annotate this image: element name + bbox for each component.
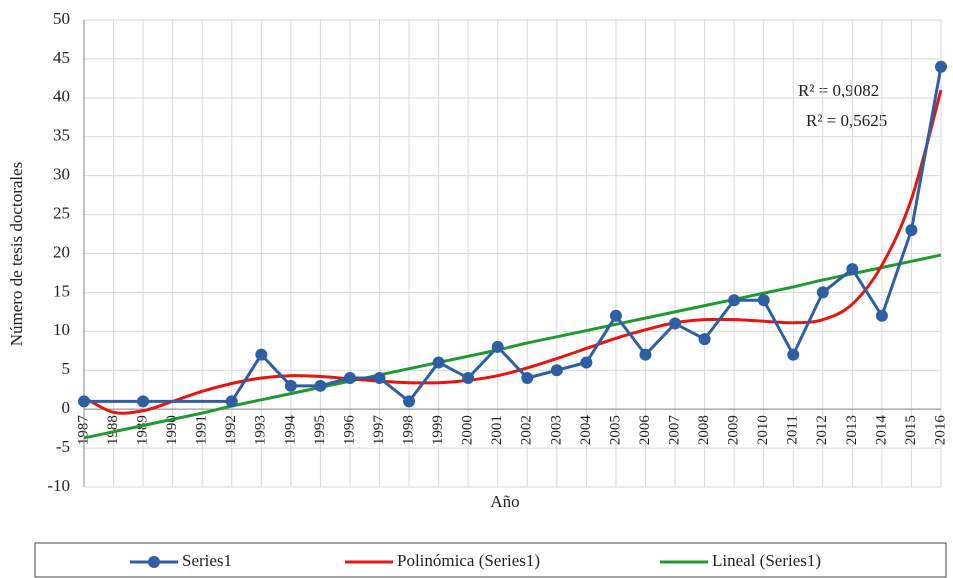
x-tick-label: 2011: [785, 415, 801, 444]
data-point: [432, 356, 445, 369]
x-tick-label: 2009: [726, 415, 742, 445]
x-tick-label: 2004: [578, 415, 594, 446]
y-tick-label: -10: [47, 476, 70, 495]
y-tick-label: 20: [53, 242, 70, 261]
legend-box: [34, 542, 947, 578]
data-point: [137, 395, 150, 408]
data-point: [787, 348, 800, 361]
x-tick-label: 1992: [223, 415, 239, 445]
data-point: [935, 60, 947, 73]
data-point: [757, 294, 770, 307]
data-point: [462, 372, 475, 385]
x-tick-label: 1996: [341, 415, 357, 446]
x-axis-label: Año: [490, 492, 519, 511]
y-tick-label: 45: [53, 48, 70, 67]
data-point: [491, 340, 504, 353]
x-tick-label: 2003: [548, 415, 564, 445]
data-point: [521, 372, 534, 385]
data-point: [343, 372, 356, 385]
series-line: [83, 89, 943, 415]
data-point: [639, 348, 652, 361]
y-tick-label: 30: [53, 165, 70, 184]
x-tick-label: 2010: [755, 415, 771, 445]
data-point: [846, 263, 859, 276]
y-tick-label: 15: [53, 281, 70, 300]
x-tick-label: 2016: [932, 415, 948, 446]
data-point: [403, 395, 416, 408]
annotation: R² = 0,5625: [806, 111, 887, 130]
x-tick-label: 1998: [401, 415, 417, 445]
annotation: R² = 0,9082: [798, 81, 879, 100]
x-tick-label: 1990: [164, 415, 180, 445]
x-tick-label: 1994: [282, 415, 298, 446]
y-tick-label: 50: [53, 9, 70, 28]
data-point: [609, 309, 622, 322]
data-point: [373, 372, 386, 385]
x-tick-label: 1989: [135, 415, 151, 445]
data-point: [255, 348, 268, 361]
y-tick-label: 35: [53, 126, 70, 145]
y-tick-label: 10: [53, 320, 70, 339]
data-point: [905, 224, 918, 237]
x-tick-label: 1997: [371, 415, 387, 446]
x-tick-label: 1991: [194, 415, 210, 445]
x-tick-label: 2012: [814, 415, 830, 445]
data-point: [225, 395, 238, 408]
series-line: [83, 253, 942, 440]
data-point: [550, 364, 563, 377]
y-tick-label: -5: [56, 437, 70, 456]
x-tick-label: 2001: [489, 415, 505, 445]
data-point: [816, 286, 829, 299]
x-tick-label: 2015: [903, 415, 919, 445]
x-tick-label: 1987: [75, 415, 91, 446]
legend-label: Lineal (Series1): [712, 551, 821, 570]
x-tick-label: 2000: [460, 415, 476, 445]
data-point: [314, 379, 327, 392]
data-point: [728, 294, 741, 307]
x-tick-label: 2013: [844, 415, 860, 445]
x-tick-label: 1988: [105, 415, 121, 445]
x-tick-label: 2006: [637, 415, 653, 446]
y-tick-label: 0: [62, 398, 71, 417]
data-point: [875, 309, 888, 322]
x-tick-label: 2002: [519, 415, 535, 445]
x-tick-label: 1999: [430, 415, 446, 445]
data-point: [698, 333, 711, 346]
legend-label: Polinómica (Series1): [397, 551, 540, 570]
x-tick-label: 2005: [607, 415, 623, 445]
data-point: [78, 395, 90, 408]
legend-marker: [148, 556, 160, 568]
x-tick-label: 1995: [312, 415, 328, 445]
y-axis-label: Número de tesis doctorales: [7, 162, 26, 347]
data-point: [580, 356, 593, 369]
y-tick-label: 40: [53, 87, 70, 106]
x-tick-label: 2007: [666, 415, 682, 446]
legend-label: Series1: [182, 551, 232, 570]
x-tick-label: 2008: [696, 415, 712, 445]
data-point: [284, 379, 297, 392]
data-point: [669, 317, 682, 330]
y-tick-label: 25: [53, 203, 70, 222]
y-tick-label: 5: [62, 359, 71, 378]
x-tick-label: 2014: [873, 415, 889, 446]
x-tick-label: 1993: [253, 415, 269, 445]
